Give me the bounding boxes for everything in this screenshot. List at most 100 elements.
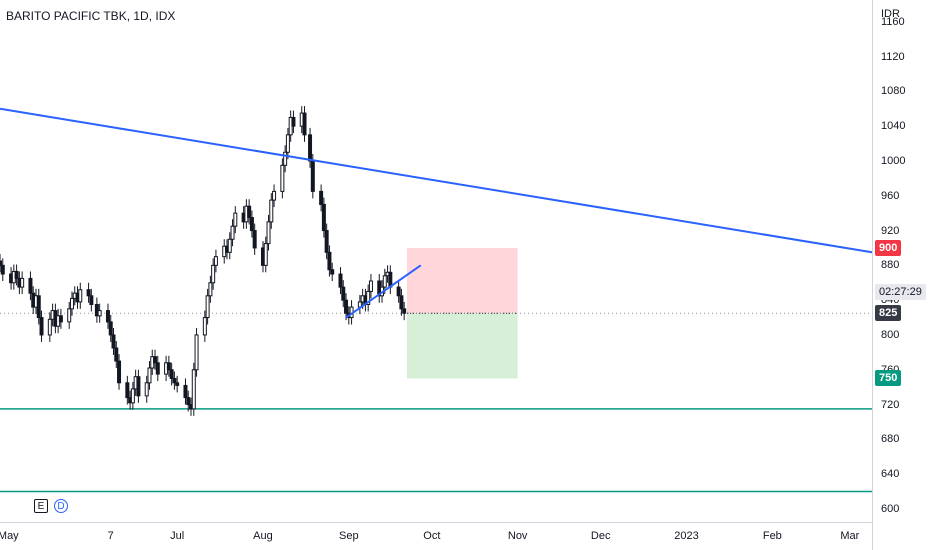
candle-down (321, 203, 326, 232)
candle-down (247, 205, 252, 219)
y-tick-label: 680 (881, 433, 900, 446)
candle-down (0, 260, 2, 266)
x-tick-label: May (0, 530, 19, 542)
y-tick-label: 600 (881, 502, 900, 515)
candle-up (147, 367, 152, 384)
candle-up (272, 190, 277, 201)
currency-label: IDR (881, 8, 900, 20)
candle-down (186, 397, 191, 406)
x-tick-label: Feb (762, 530, 782, 542)
candle-down (166, 362, 171, 371)
take-profit-zone (406, 313, 518, 379)
candle-down (399, 295, 404, 310)
candle-up (285, 134, 290, 153)
candle-down (319, 190, 324, 205)
candle-down (39, 317, 44, 336)
candle-down (302, 112, 307, 136)
candle-down (125, 382, 130, 399)
candle-up (211, 264, 216, 284)
candle-down (183, 384, 188, 399)
candle-up (269, 199, 274, 223)
y-tick-label: 640 (881, 468, 900, 481)
candle-down (0, 264, 5, 275)
x-tick-label: Sep (339, 530, 359, 542)
x-tick-label: 7 (107, 530, 114, 542)
x-tick-label: Nov (507, 530, 528, 542)
candle-down (175, 382, 180, 386)
candle-up (213, 256, 218, 266)
candle-up (78, 289, 83, 303)
candle-up (366, 290, 371, 306)
chart-title: BARITO PACIFIC TBK, 1D, IDX (6, 9, 176, 23)
target-price-badge: 750 (875, 370, 902, 387)
candle-down (308, 134, 313, 162)
long-trendline (0, 107, 872, 254)
stop-price-badge: 900 (875, 239, 902, 256)
candle-up (263, 243, 268, 266)
y-tick-label: 1160 (881, 15, 905, 28)
candle-up (230, 225, 235, 240)
candle-down (327, 251, 332, 271)
y-tick-label: 1040 (881, 120, 906, 133)
candle-up (227, 238, 232, 253)
candle-down (36, 295, 41, 319)
candle-up (67, 308, 72, 323)
x-tick-label: Mar (840, 530, 860, 542)
bar-countdown-timer: 02:27:29 (875, 284, 926, 301)
chart-plot-area[interactable]: BARITO PACIFIC TBK, 1D, IDX E D (0, 0, 872, 522)
candle-down (338, 273, 343, 288)
candle-down (136, 376, 141, 397)
x-tick-label: Aug (253, 530, 273, 542)
candle-down (108, 321, 113, 336)
time-axis[interactable]: May 7 Jul Aug Sep Oct Nov Dec 2023 Feb Mar (0, 522, 872, 550)
x-tick-label: 2023 (674, 530, 699, 542)
last-price-badge: 825 (875, 305, 902, 322)
candle-down (330, 269, 335, 275)
candle-down (105, 310, 110, 323)
candle-up (208, 282, 213, 297)
y-tick-label: 920 (881, 224, 900, 237)
price-axis[interactable]: IDR 116011201080104010009609208808408007… (872, 0, 932, 550)
short-trendline (345, 264, 422, 319)
candle-up (233, 212, 238, 227)
candle-down (396, 286, 401, 297)
candle-down (324, 230, 329, 253)
earnings-event-icon[interactable]: E (34, 499, 48, 513)
candle-down (172, 377, 177, 384)
candle-down (249, 217, 254, 232)
candle-up (382, 275, 387, 288)
candle-up (280, 164, 285, 192)
candle-down (169, 369, 174, 379)
candle-up (205, 295, 210, 319)
candle-down (310, 160, 315, 192)
y-tick-label: 1080 (881, 85, 906, 98)
candle-up (97, 310, 102, 317)
candle-up (20, 277, 25, 288)
candle-up (191, 369, 196, 410)
y-tick-label: 720 (881, 398, 900, 411)
y-tick-label: 1120 (881, 50, 905, 63)
candle-down (252, 230, 257, 249)
dividend-event-icon[interactable]: D (54, 499, 68, 513)
candle-down (344, 299, 349, 314)
candle-up (130, 388, 135, 404)
y-tick-label: 1000 (881, 154, 906, 167)
candle-up (202, 317, 207, 336)
candle-down (117, 360, 122, 384)
candle-down (28, 277, 33, 294)
candle-up (47, 318, 52, 336)
candle-down (111, 334, 116, 349)
candle-up (69, 297, 74, 310)
x-tick-label: Jul (170, 530, 185, 542)
candle-down (14, 270, 19, 279)
candle-up (283, 151, 288, 166)
candle-up (194, 334, 199, 371)
y-tick-label: 880 (881, 259, 900, 272)
candle-up (144, 382, 149, 397)
candle-down (89, 295, 94, 305)
candle-down (114, 347, 119, 362)
y-tick-label: 960 (881, 189, 900, 202)
x-tick-label: Oct (423, 530, 441, 542)
candle-down (155, 362, 160, 375)
candlestick-chart (0, 106, 872, 493)
